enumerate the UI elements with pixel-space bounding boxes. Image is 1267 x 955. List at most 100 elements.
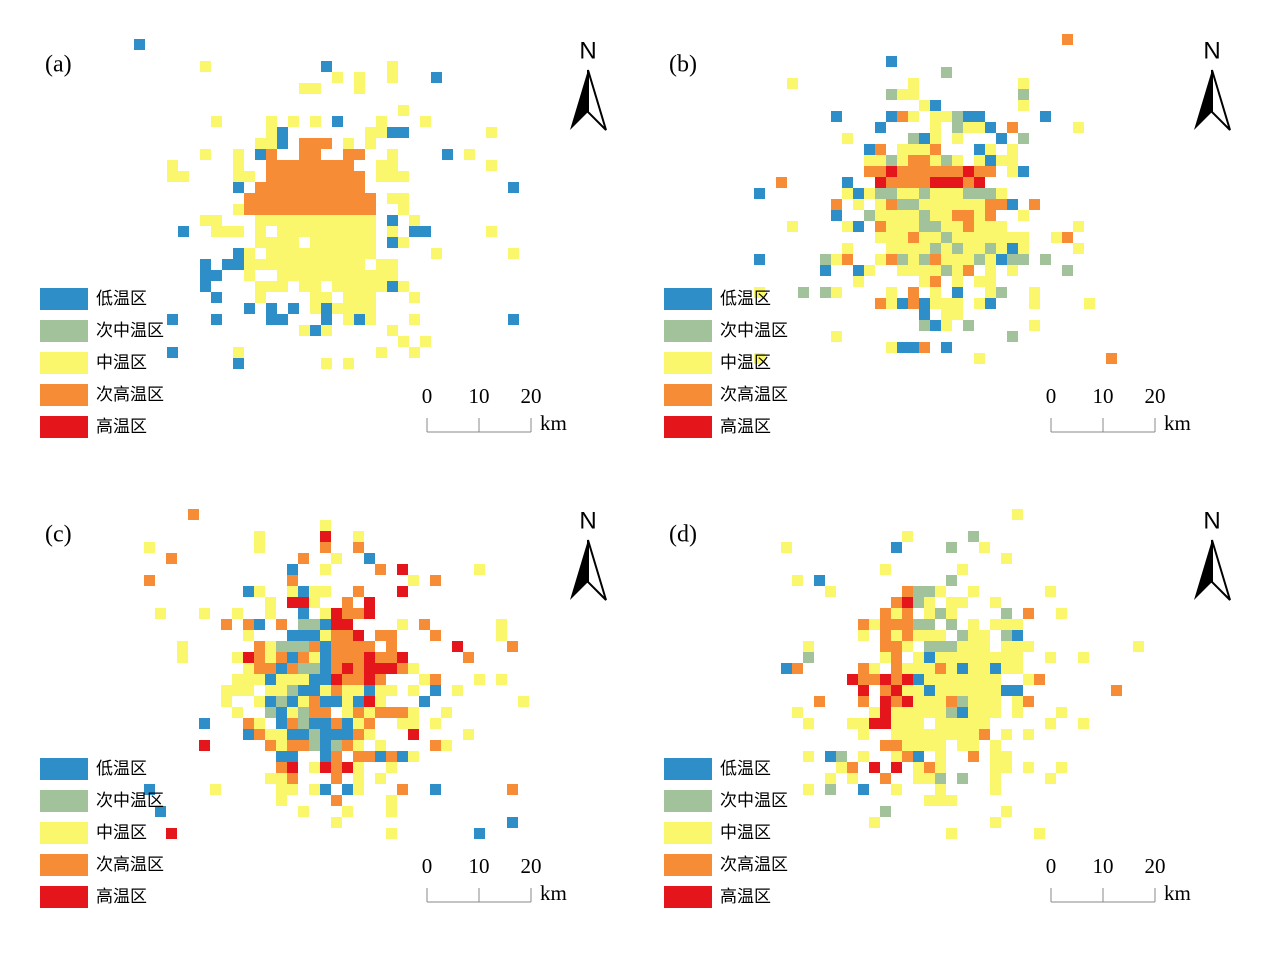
raster-cell	[875, 122, 886, 133]
raster-cell	[343, 215, 354, 226]
raster-cell	[321, 292, 332, 303]
raster-cell	[287, 740, 298, 751]
raster-cell	[891, 663, 902, 674]
raster-cell	[908, 199, 919, 210]
raster-cell	[277, 248, 288, 259]
raster-cell	[299, 226, 310, 237]
raster-cell	[200, 61, 211, 72]
raster-cell	[343, 171, 354, 182]
raster-cell	[952, 221, 963, 232]
raster-cell	[1018, 243, 1029, 254]
raster-cell	[990, 597, 1001, 608]
raster-cell	[353, 674, 364, 685]
raster-cell	[277, 215, 288, 226]
raster-cell	[897, 342, 908, 353]
raster-cell	[924, 652, 935, 663]
raster-cell	[266, 259, 277, 270]
raster-cell	[343, 237, 354, 248]
raster-cell	[935, 608, 946, 619]
raster-cell	[941, 188, 952, 199]
raster-cell	[441, 740, 452, 751]
raster-cell	[287, 696, 298, 707]
raster-cell	[820, 265, 831, 276]
raster-cell	[946, 718, 957, 729]
raster-cell	[1012, 619, 1023, 630]
raster-cell	[875, 177, 886, 188]
raster-cell	[787, 78, 798, 89]
raster-cell	[266, 204, 277, 215]
raster-cell	[364, 641, 375, 652]
raster-cell	[364, 597, 375, 608]
raster-cell	[963, 320, 974, 331]
raster-cell	[963, 265, 974, 276]
raster-cell	[376, 347, 387, 358]
raster-cell	[930, 298, 941, 309]
raster-cell	[930, 287, 941, 298]
raster-cell	[935, 740, 946, 751]
raster-cell	[343, 182, 354, 193]
raster-cell	[935, 663, 946, 674]
raster-cell	[985, 232, 996, 243]
raster-cell	[1023, 729, 1034, 740]
raster-cell	[233, 182, 244, 193]
raster-cell	[1007, 199, 1018, 210]
raster-cell	[310, 83, 321, 94]
raster-cell	[265, 674, 276, 685]
raster-cell	[486, 127, 497, 138]
raster-cell	[913, 740, 924, 751]
raster-cell	[891, 685, 902, 696]
raster-cell	[321, 226, 332, 237]
raster-cell	[331, 696, 342, 707]
raster-cell	[343, 193, 354, 204]
raster-cell	[930, 243, 941, 254]
raster-cell	[902, 663, 913, 674]
raster-cell	[342, 762, 353, 773]
raster-cell	[968, 696, 979, 707]
raster-cell	[266, 303, 277, 314]
north-arrow-right	[587, 539, 607, 601]
raster-cell	[298, 696, 309, 707]
raster-cell	[353, 773, 364, 784]
raster-cell	[386, 751, 397, 762]
raster-cell	[858, 696, 869, 707]
raster-cell	[974, 111, 985, 122]
raster-cell	[298, 740, 309, 751]
raster-cell	[996, 199, 1007, 210]
raster-cell	[946, 707, 957, 718]
raster-cell	[398, 204, 409, 215]
raster-cell	[968, 740, 979, 751]
raster-cell	[880, 707, 891, 718]
raster-cell	[891, 619, 902, 630]
raster-cell	[386, 795, 397, 806]
raster-cell	[321, 248, 332, 259]
raster-cell	[365, 237, 376, 248]
raster-cell	[299, 281, 310, 292]
raster-cell	[332, 259, 343, 270]
raster-cell	[1012, 652, 1023, 663]
raster-cell	[254, 586, 265, 597]
raster-cell	[996, 133, 1007, 144]
raster-cell	[902, 531, 913, 542]
raster-cell	[952, 298, 963, 309]
raster-cell	[244, 171, 255, 182]
raster-cell	[935, 641, 946, 652]
raster-cell	[331, 652, 342, 663]
raster-cell	[831, 331, 842, 342]
raster-cell	[309, 674, 320, 685]
legend-label: 中温区	[96, 823, 147, 843]
raster-cell	[957, 707, 968, 718]
raster-cell	[309, 696, 320, 707]
raster-cell	[886, 342, 897, 353]
raster-cell	[397, 784, 408, 795]
raster-cell	[365, 292, 376, 303]
raster-cell	[974, 210, 985, 221]
raster-cell	[924, 773, 935, 784]
raster-cell	[842, 188, 853, 199]
raster-cell	[924, 641, 935, 652]
raster-cell	[935, 696, 946, 707]
raster-cell	[968, 531, 979, 542]
raster-cell	[266, 138, 277, 149]
raster-cell	[298, 586, 309, 597]
legend-swatch	[40, 384, 88, 406]
raster-cells	[754, 34, 1117, 364]
